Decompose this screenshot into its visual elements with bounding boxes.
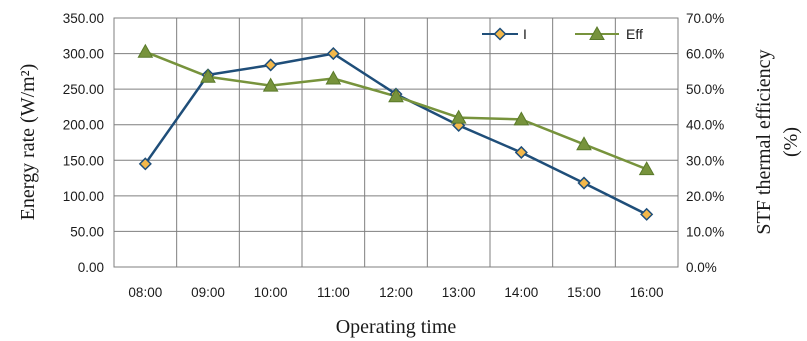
right-tick-label: 60.0% [686, 47, 724, 62]
series-point-eff [576, 136, 592, 151]
legend: I Eff [482, 25, 643, 42]
right-tick-label: 0.0% [686, 260, 717, 275]
series-point-i [326, 47, 340, 61]
left-tick-label: 0.00 [78, 260, 104, 275]
right-tick-label: 40.0% [686, 118, 724, 133]
right-tick-label: 10.0% [686, 224, 724, 239]
series-point-eff [137, 43, 154, 58]
right-tick-label: 30.0% [686, 153, 724, 168]
series-point-i [640, 207, 654, 221]
right-axis-ticks: 0.0% 10.0% 20.0% 30.0% 40.0% 50.0% 60.0% 70.0% [686, 11, 724, 275]
left-tick-label: 100.00 [63, 189, 104, 204]
left-tick-label: 250.00 [63, 82, 104, 97]
series-point-i [577, 176, 591, 190]
right-axis-title-line2: (%) [780, 127, 802, 157]
left-tick-label: 300.00 [63, 47, 104, 62]
right-tick-label: 70.0% [686, 11, 724, 26]
left-tick-label: 150.00 [63, 153, 104, 168]
series-point-eff [388, 88, 404, 103]
legend-eff-marker [589, 25, 605, 40]
right-tick-label: 50.0% [686, 82, 724, 97]
series-point-eff [262, 77, 279, 92]
legend-i-marker [493, 27, 507, 41]
left-axis-ticks: 0.00 50.00 100.00 150.00 200.00 250.00 300.00 3… [63, 11, 104, 275]
series-point-eff [325, 70, 342, 85]
left-tick-label: 200.00 [63, 118, 104, 133]
legend-eff-label: Eff [626, 26, 643, 42]
right-tick-label: 20.0% [686, 189, 724, 204]
series-point-eff [638, 161, 655, 176]
x-tick-label: 15:00 [567, 285, 601, 300]
series-point-i [514, 145, 528, 160]
x-tick-label: 13:00 [442, 285, 476, 300]
series-layer [137, 43, 655, 221]
series-point-eff [513, 111, 530, 126]
plot-area [113, 17, 679, 268]
left-tick-label: 50.00 [70, 224, 104, 239]
legend-i-label: I [523, 26, 527, 42]
x-tick-label: 08:00 [128, 285, 162, 300]
x-tick-label: 10:00 [254, 285, 288, 300]
left-tick-label: 350.00 [63, 11, 104, 26]
series-point-i [138, 157, 152, 171]
right-axis-title-line1: STF thermal efficiency [753, 49, 775, 234]
series-point-eff [450, 109, 467, 124]
x-axis-title: Operating time [336, 316, 457, 338]
series-point-i [264, 58, 278, 72]
x-tick-label: 12:00 [379, 285, 413, 300]
x-tick-label: 14:00 [504, 285, 538, 300]
left-axis-title: Energy rate (W/m²) [17, 64, 39, 221]
x-tick-label: 16:00 [630, 285, 664, 300]
x-tick-label: 11:00 [317, 285, 350, 300]
series-point-eff [200, 68, 216, 83]
x-axis-ticks: 08:00 09:00 10:00 11:00 12:00 13:00 14:00 15:00… [128, 285, 663, 300]
x-tick-label: 09:00 [191, 285, 225, 300]
